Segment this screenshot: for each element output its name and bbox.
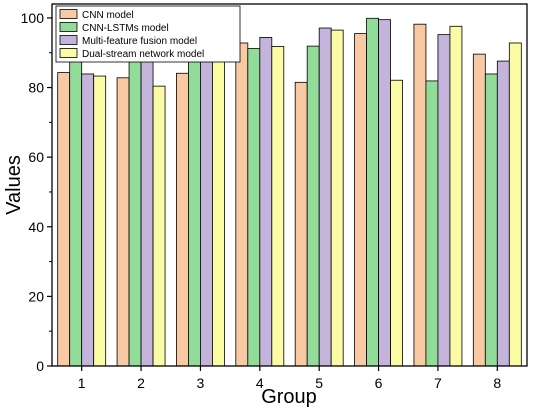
y-tick-label: 0	[36, 358, 44, 374]
x-tick-label: 1	[78, 375, 86, 391]
x-tick-label: 8	[493, 375, 501, 391]
bar-group4-series2	[247, 48, 261, 367]
bar-layer	[57, 17, 522, 367]
x-axis: 1 2 3 4 5 6 7 8	[78, 366, 501, 391]
bar-group5-series1	[294, 81, 308, 367]
legend-label: CNN model	[82, 10, 134, 21]
legend-label: CNN-LSTMs model	[82, 23, 169, 34]
x-tick-label: 5	[315, 375, 323, 391]
y-tick-label: 20	[28, 288, 44, 304]
plot-frame	[51, 3, 528, 367]
legend-label: Multi-feature fusion model	[82, 36, 197, 47]
legend-box	[55, 5, 241, 63]
y-tick-label: 60	[28, 149, 44, 165]
bar-group1-series4	[93, 75, 107, 367]
x-tick-label: 2	[137, 375, 145, 391]
bar-group4-series4	[271, 46, 285, 367]
legend-swatch	[59, 35, 78, 45]
bar-group7-series1	[413, 23, 427, 367]
legend-label: Dual-stream network model	[82, 49, 204, 60]
bar-group8-series3	[496, 60, 510, 367]
bar-group5-series4	[330, 29, 344, 367]
x-tick-label: 3	[197, 375, 205, 391]
y-tick-label: 40	[28, 219, 44, 235]
y-tick-label: 100	[21, 10, 45, 26]
bar-group7-series2	[425, 80, 439, 367]
bar-group3-series4	[212, 21, 225, 367]
bar-group4-series3	[259, 37, 273, 367]
bar-group3-series1	[176, 72, 189, 367]
bar-group2-series3	[140, 35, 154, 367]
x-tick-label: 7	[434, 375, 442, 391]
bar-group1-series2	[69, 59, 83, 367]
bar-group7-series3	[437, 34, 451, 367]
bar-group3-series3	[200, 38, 213, 367]
legend-swatch	[59, 9, 78, 19]
x-tick-label: 4	[256, 375, 264, 391]
x-tick-label: 6	[375, 375, 383, 391]
bar-group2-series1	[116, 77, 130, 367]
bar-group6-series2	[366, 17, 379, 367]
bar-group3-series2	[188, 45, 201, 367]
bar-group1-series1	[57, 72, 71, 367]
bar-group7-series4	[449, 25, 463, 367]
y-axis-label: Values	[3, 155, 25, 215]
bar-group8-series2	[484, 73, 498, 367]
y-tick-label: 80	[28, 80, 44, 96]
bar-group1-series3	[81, 73, 95, 367]
y-axis: 0 20 40 60 80 100	[21, 10, 52, 374]
bar-group6-series1	[354, 33, 367, 367]
legend-swatch	[59, 22, 78, 32]
x-axis-label: Group	[261, 386, 317, 408]
bar-group4-series1	[235, 42, 249, 367]
bar-group5-series3	[318, 27, 332, 367]
bar-group2-series2	[128, 54, 142, 367]
legend-swatch	[59, 48, 78, 58]
bar-group6-series4	[390, 79, 403, 367]
bar-group8-series1	[472, 53, 486, 367]
bar-group2-series4	[152, 85, 166, 367]
bar-group6-series3	[378, 19, 391, 367]
legend: CNN model CNN-LSTMs model Multi-feature fu…	[55, 5, 241, 63]
bar-group8-series4	[508, 42, 522, 367]
bar-group5-series2	[306, 45, 320, 367]
